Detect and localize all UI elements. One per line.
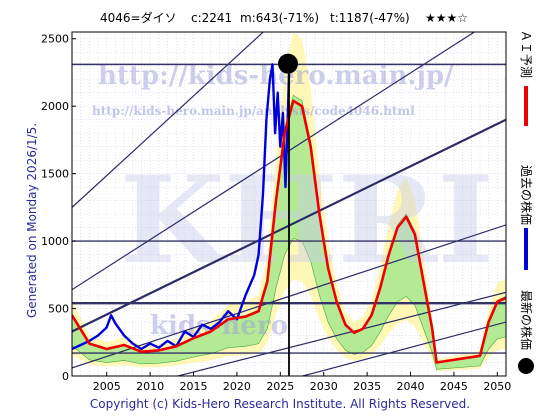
- x-tick-label: 2040: [397, 380, 425, 393]
- legend-ai-label: ＡＩ予測: [519, 30, 533, 78]
- x-tick-label: 2030: [310, 380, 338, 393]
- watermark-url-main: http://kids-hero.main.jp/: [98, 61, 454, 91]
- header-code-name: 4046=ダイソ: [100, 10, 177, 25]
- latest-marker: [278, 53, 298, 376]
- trend-line: [300, 321, 506, 376]
- header-current: c:2241: [191, 11, 232, 25]
- legend-past-label: 過去の株価: [519, 165, 534, 225]
- x-tick-label: 2035: [353, 380, 381, 393]
- legend-latest-swatch: [518, 358, 534, 374]
- x-axis-ticks: 2005 2010 2015 2020 2025 2030 2035 2040 2045 2050: [93, 372, 511, 393]
- series-ai-line: [72, 99, 506, 364]
- watermark-url-analysis: http://kids-hero.main.jp/analysis/code40…: [92, 104, 415, 118]
- series: [72, 63, 506, 364]
- y-axis-ticks: 0 500 1000 1500 2000 2500: [41, 33, 76, 383]
- legend: ＡＩ予測 過去の株価 最新の株価: [518, 30, 534, 374]
- y-tick-label: 1000: [41, 235, 69, 248]
- x-tick-label: 2045: [440, 380, 468, 393]
- x-tick-label: 2005: [93, 380, 121, 393]
- legend-latest-label: 最新の株価: [519, 290, 534, 350]
- header-max: m:643(-71%): [240, 11, 319, 25]
- x-tick-label: 2025: [266, 380, 294, 393]
- y-tick-label: 0: [62, 370, 69, 383]
- header-stars: ★★★☆: [425, 11, 468, 25]
- generated-date-text: Generated on Monday 2026/1/5.: [25, 123, 39, 318]
- trend-line: [72, 32, 265, 208]
- header-target: t:1187(-47%): [330, 11, 410, 25]
- y-tick-label: 500: [48, 303, 69, 316]
- x-tick-label: 2050: [483, 380, 511, 393]
- watermark-logo: KHRI: [120, 150, 494, 291]
- watermark-layer: KHRI http://kids-hero.main.jp/ http://ki…: [92, 61, 494, 341]
- x-tick-label: 2015: [180, 380, 208, 393]
- plot-frame: [71, 31, 507, 377]
- x-tick-label: 2010: [136, 380, 164, 393]
- copyright-footer: Copyright (c) Kids-Hero Research Institu…: [90, 397, 470, 411]
- y-tick-label: 2000: [41, 100, 69, 113]
- y-tick-label: 1500: [41, 168, 69, 181]
- y-tick-label: 2500: [41, 33, 69, 46]
- x-tick-label: 2020: [223, 380, 251, 393]
- latest-point-dot: [278, 53, 298, 74]
- series-past-line: [72, 63, 291, 351]
